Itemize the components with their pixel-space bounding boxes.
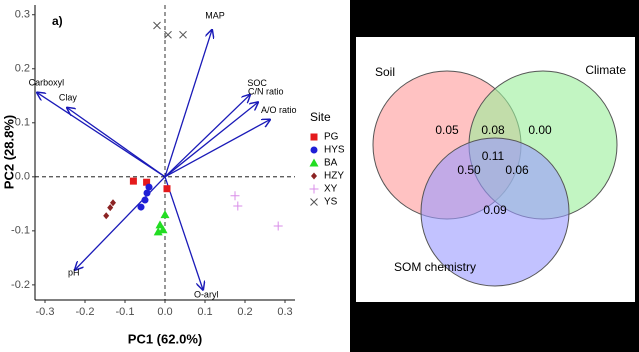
legend-label: YS — [324, 197, 338, 208]
point — [143, 178, 151, 186]
loading-arrow — [164, 30, 212, 178]
loading-label: MAP — [205, 11, 225, 21]
point — [155, 220, 165, 229]
legend-marker — [310, 198, 318, 206]
legend-label: HZY — [324, 171, 344, 182]
venn-value: 0.50 — [457, 163, 481, 177]
loading-label: Clay — [59, 92, 78, 102]
point — [141, 196, 149, 204]
x-tick-label: -0.1 — [116, 306, 135, 318]
y-tick-label: 0.2 — [15, 63, 30, 75]
venn-set — [420, 137, 570, 287]
loading-label: Carboxyl — [29, 77, 65, 87]
loading-label: pH — [68, 267, 80, 277]
x-tick-label: -0.2 — [76, 306, 95, 318]
loading-label: SOC — [247, 78, 267, 88]
x-tick-label: 0.2 — [237, 306, 252, 318]
venn-value: 0.11 — [482, 149, 505, 163]
venn-value: 0.00 — [528, 123, 552, 137]
loading-arrow — [75, 176, 166, 270]
y-tick-label: -0.2 — [11, 279, 30, 291]
legend-label: BA — [324, 158, 338, 169]
venn-set-label: SOM chemistry — [394, 260, 476, 274]
venn-value: 0.06 — [505, 163, 529, 177]
venn-value: 0.08 — [481, 123, 505, 137]
loading-label: C/N ratio — [248, 86, 284, 96]
loading-arrow — [164, 95, 250, 178]
y-tick-label: 0.0 — [15, 171, 30, 183]
point — [143, 189, 151, 197]
venn-set-label: Soil — [375, 65, 395, 79]
y-tick-label: -0.1 — [11, 225, 30, 237]
loading-label: O-aryl — [194, 290, 219, 300]
loading-arrow — [37, 93, 166, 178]
point — [107, 204, 114, 212]
point — [160, 210, 170, 219]
point — [129, 177, 137, 185]
venn-value: 0.05 — [435, 123, 459, 137]
x-tick-label: 0.0 — [157, 306, 172, 318]
y-tick-label: 0.3 — [15, 9, 30, 21]
x-axis-title: PC1 (62.0%) — [128, 331, 202, 346]
y-tick-label: 0.1 — [15, 117, 30, 129]
point — [153, 21, 161, 30]
loading-arrow — [164, 120, 270, 178]
legend-marker — [309, 184, 319, 194]
loading-arrow — [67, 108, 166, 178]
point — [103, 212, 110, 220]
panel-label: a) — [52, 14, 63, 28]
venn-value: 0.09 — [483, 203, 507, 217]
loading-arrow — [164, 176, 203, 290]
legend-title: Site — [310, 110, 331, 124]
legend-label: HYS — [324, 145, 345, 156]
loading-arrow — [164, 102, 258, 178]
legend-label: XY — [324, 184, 338, 195]
loading-label: A/O ratio — [261, 105, 297, 115]
legend-marker — [310, 146, 318, 154]
point — [179, 30, 187, 39]
point — [158, 225, 168, 234]
legend-label: PG — [324, 132, 339, 143]
point — [153, 227, 163, 236]
y-axis-title: PC2 (28.8%) — [1, 115, 16, 189]
legend-marker — [311, 172, 317, 180]
x-tick-label: 0.1 — [197, 306, 212, 318]
legend-marker — [309, 158, 319, 167]
point — [273, 221, 283, 231]
point — [233, 201, 243, 211]
venn-set-label: Climate — [585, 63, 626, 77]
point — [137, 203, 145, 211]
point — [163, 185, 171, 193]
x-tick-label: 0.3 — [277, 306, 292, 318]
x-tick-label: -0.3 — [36, 306, 55, 318]
point — [110, 199, 116, 207]
legend-marker — [310, 133, 318, 141]
point — [230, 191, 240, 201]
point — [145, 183, 153, 191]
point — [164, 30, 172, 39]
